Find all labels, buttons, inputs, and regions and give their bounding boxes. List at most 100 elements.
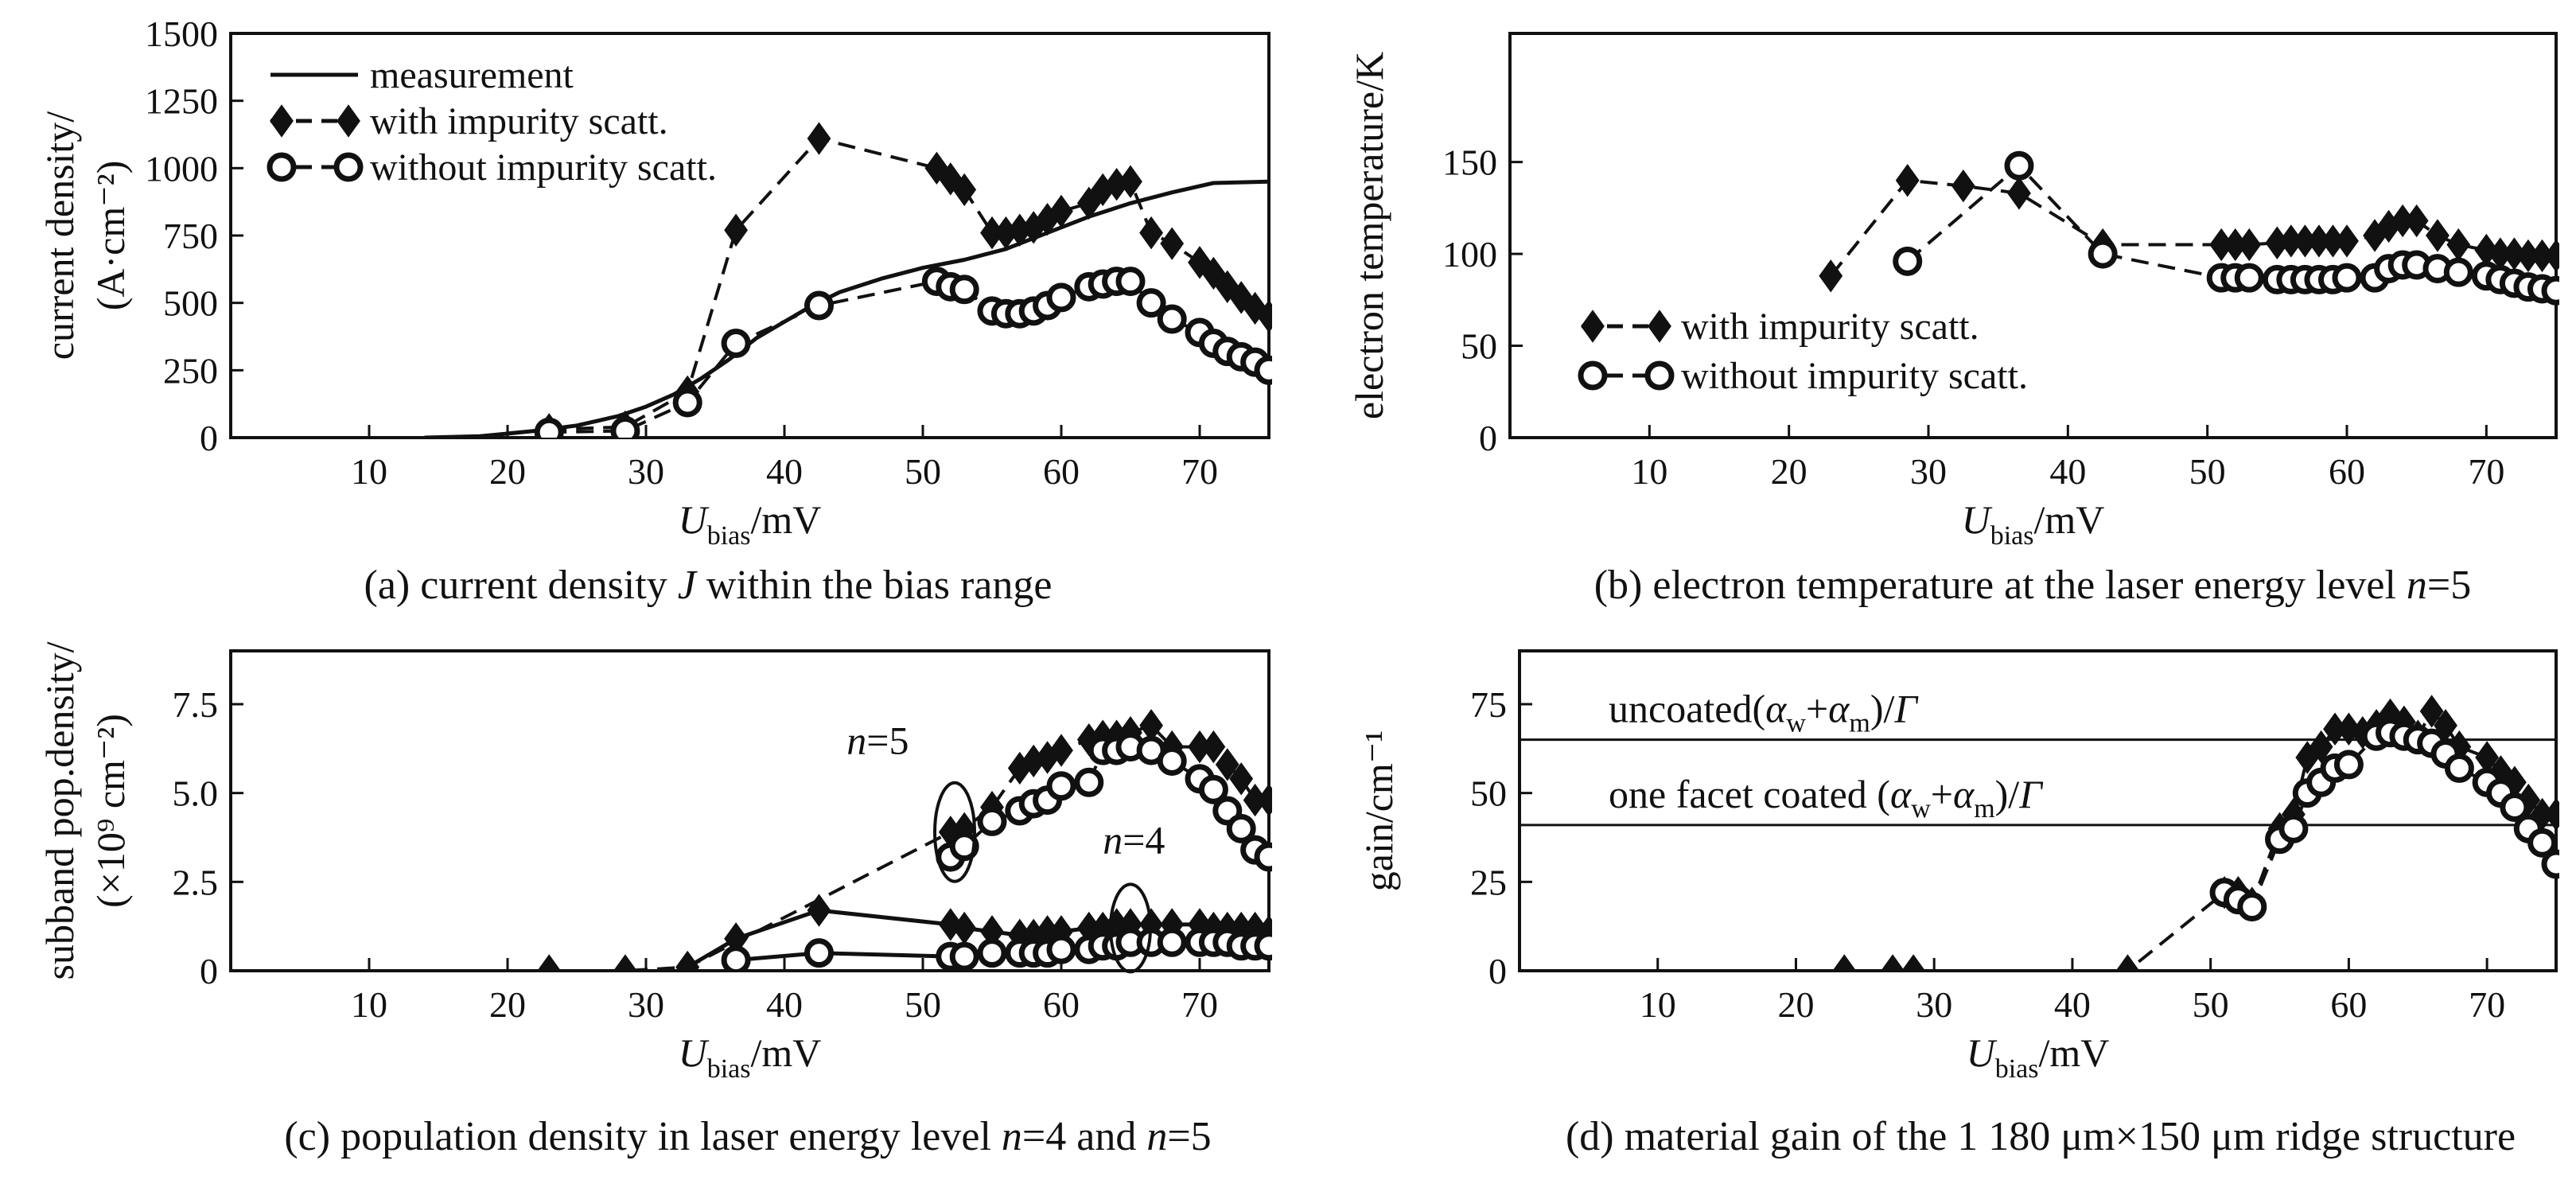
x-axis-unit: /mV [2038,1030,2109,1075]
data-point [2544,797,2559,831]
y-tick-label: 0 [200,951,218,991]
data-point [977,938,1007,968]
ref-sub-m: m [1849,709,1870,738]
ref-close: )/ [1995,772,2020,816]
legend-label: without impurity scatt. [1681,355,2028,397]
legend-marker [1648,310,1671,343]
ref-sub-w: w [1786,709,1806,738]
y-tick-label: 1500 [145,14,218,54]
data-point [1201,730,1226,764]
data-point [1832,954,1857,971]
data-point [2527,828,2558,858]
caption-prefix: (b) electron temperature at the laser en… [1594,563,2407,608]
series-line [2224,730,2558,909]
ref-alpha: α [1765,687,1788,731]
y-tick-label: 500 [163,283,218,324]
reference-line-label: one facet coated (αw+αm)/Γ [1609,772,2044,824]
data-point [2115,954,2140,971]
series-circle [721,927,1272,971]
ref-alpha: α [1828,687,1850,731]
series-circle [936,732,1272,872]
annotation-n5: n=5 [846,719,909,763]
caption-var: n [2407,563,2427,608]
data-point [1895,164,1920,197]
data-point [2419,695,2444,728]
y-tick-label: 5.0 [173,773,219,814]
data-point [2541,275,2559,306]
data-point [2237,892,2267,922]
legend-marker [270,104,294,138]
x-tick-label: 70 [1181,451,1218,492]
x-tick-label: 40 [2049,451,2086,492]
x-tick-label: 60 [2329,451,2365,492]
x-axis-title: Ubias/mV [1962,497,2105,551]
y-tick-label: 25 [1470,862,1507,902]
x-tick-label: 10 [351,984,387,1025]
x-axis-unit: /mV [750,497,821,542]
legend-marker [1644,360,1675,391]
legend-entry: measurement [270,54,574,96]
x-axis-subscript: bias [707,521,751,551]
data-point [2333,750,2364,780]
highlight-ellipse-n5 [933,781,977,883]
data-point [2332,263,2362,293]
chart-b: 10 20 30 40 50 60 70 0 50 100 150 Ubias/mV electron … [1347,32,2559,608]
data-point [1229,762,1254,796]
x-tick-label: 30 [628,451,664,492]
x-axis-unit: /mV [2033,497,2104,542]
annotation-var: n [846,719,866,763]
series-circle [1893,150,2559,306]
data-point [1119,165,1142,198]
data-point [804,290,834,321]
y-axis-unit: (A·cm⁻²) [88,161,133,311]
x-tick-label: 10 [1640,984,1676,1025]
data-point [2444,753,2474,783]
data-point [952,173,977,207]
legend-label: with impurity scatt. [1681,306,1979,348]
y-tick-label: 100 [1442,234,1497,275]
caption-mid: =4 and [1022,1114,1146,1159]
legend-marker [333,152,364,182]
y-axis-title: current density/ [37,111,82,360]
y-tick-label: 1250 [145,81,218,122]
data-point [2309,730,2333,764]
data-point [977,806,1007,836]
plot-area [1520,695,2559,971]
data-point [1157,746,1187,776]
data-point [2234,263,2264,293]
legend-marker [337,104,360,138]
y-axis-title: electron temperature/K [1347,52,1391,419]
chart-caption: (b) electron temperature at the laser en… [1594,563,2472,608]
x-tick-label: 10 [1631,451,1667,492]
data-point [2004,150,2034,181]
y-tick-label: 75 [1470,684,1507,725]
caption-suffix: =5 [1167,1114,1211,1159]
data-point [1257,299,1272,333]
data-point [1229,281,1254,314]
x-tick-label: 50 [2193,984,2229,1025]
legend-marker [1578,360,1608,391]
data-point [2237,228,2262,262]
data-point [672,387,702,418]
x-axis-var: U [679,497,710,542]
caption-prefix: (c) population density in laser energy l… [284,1114,1002,1159]
x-tick-label: 20 [1771,451,1807,492]
data-point [2335,224,2359,258]
legend-entry: with impurity scatt. [1581,306,1979,348]
x-tick-label: 60 [1043,984,1080,1025]
caption-var: n [1146,1114,1167,1159]
data-point [610,416,640,438]
x-tick-label: 20 [1777,984,1814,1025]
y-tick-label: 7.5 [173,684,219,725]
chart-c: 10 20 30 40 50 60 70 0 2.5 5.0 7.5 Ubias/mV subband … [37,641,1272,1159]
legend-marker [267,152,297,182]
data-point [1160,227,1185,260]
x-tick-label: 20 [489,984,526,1025]
x-tick-label: 40 [2054,984,2091,1025]
caption-var: J [678,563,698,608]
data-point [675,950,700,971]
ref-label-prefix: one facet coated ( [1609,772,1890,816]
x-axis-subscript: bias [707,1054,751,1084]
ref-plus: + [1931,772,1953,816]
